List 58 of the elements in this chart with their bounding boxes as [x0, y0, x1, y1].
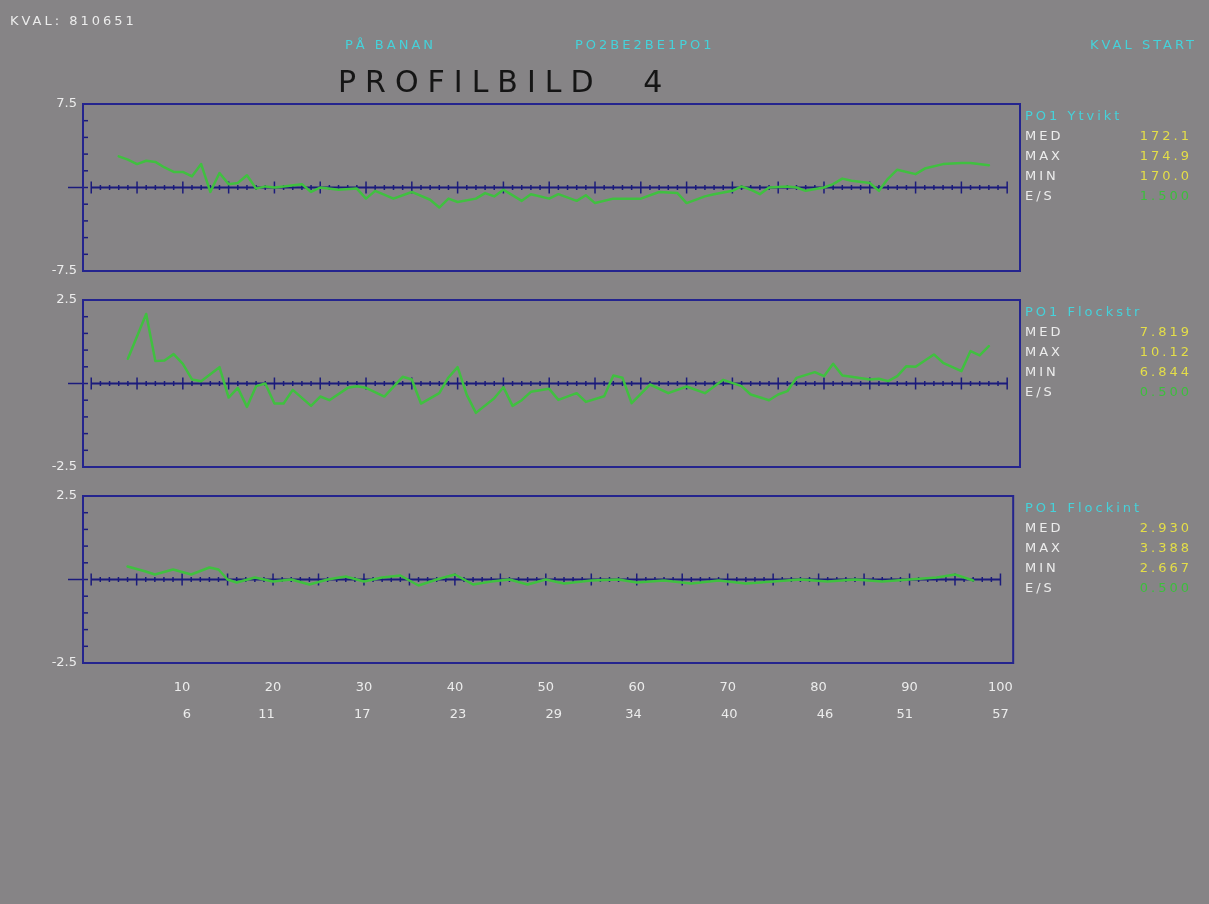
x2-tick-label: 11: [258, 706, 275, 722]
y-tick-label: 2.5: [56, 291, 77, 307]
text: 7.819: [1139, 324, 1192, 339]
x-tick-label: 80: [810, 679, 827, 695]
text: 170.0: [1139, 168, 1192, 183]
x2-tick-label: 17: [354, 706, 371, 722]
text: MAX: [1025, 148, 1064, 163]
text: KVAL START: [1090, 37, 1197, 52]
text: PO1 Flockstr: [1025, 304, 1143, 319]
text: MED: [1025, 128, 1064, 143]
text: MIN: [1025, 364, 1059, 379]
y-tick-label: -2.5: [51, 654, 77, 670]
x-tick-label: 10: [173, 679, 191, 695]
x-tick-label: 90: [901, 679, 918, 695]
y-tick-label: -7.5: [51, 262, 77, 278]
x2-tick-label: 51: [896, 706, 913, 722]
y-tick-label: 7.5: [56, 95, 77, 111]
x-tick-label: 40: [446, 679, 464, 695]
text: 0.500: [1139, 580, 1192, 595]
text: 3.388: [1139, 540, 1192, 555]
x2-tick-label: 46: [816, 706, 834, 722]
x-tick-label: 20: [264, 679, 282, 695]
x-tick-label: 70: [719, 679, 736, 695]
text: 172.1: [1139, 128, 1192, 143]
text: PO2BE2BE1PO1: [575, 37, 715, 52]
x2-tick-label: 6: [182, 706, 191, 722]
x-tick-label: 50: [537, 679, 555, 695]
text: PO1 Ytvikt: [1025, 108, 1123, 123]
text: 2.667: [1139, 560, 1192, 575]
text: 0.500: [1139, 384, 1192, 399]
text: PÅ BANAN: [345, 37, 437, 52]
x2-tick-label: 29: [545, 706, 563, 722]
text: MAX: [1025, 540, 1064, 555]
text: PROFILBILD 4: [338, 64, 672, 99]
text: 174.9: [1139, 148, 1192, 163]
text: MAX: [1025, 344, 1064, 359]
text: E/S: [1025, 188, 1055, 203]
x-tick-label: 60: [628, 679, 646, 695]
x2-tick-label: 23: [449, 706, 467, 722]
text: KVAL: 810651: [10, 13, 137, 28]
text: E/S: [1025, 580, 1055, 595]
y-tick-label: 2.5: [56, 487, 77, 503]
text: MIN: [1025, 168, 1059, 183]
text: 10.12: [1139, 344, 1192, 359]
x2-tick-label: 34: [625, 706, 642, 722]
x2-tick-label: 57: [992, 706, 1009, 722]
text: MED: [1025, 520, 1064, 535]
x-tick-label: 100: [988, 679, 1013, 695]
text: 1.500: [1139, 188, 1192, 203]
y-tick-label: -2.5: [51, 458, 77, 474]
x2-tick-label: 40: [720, 706, 738, 722]
text: MED: [1025, 324, 1064, 339]
text: 6.844: [1139, 364, 1192, 379]
x-tick-label: 30: [355, 679, 373, 695]
text: E/S: [1025, 384, 1055, 399]
text: 2.930: [1139, 520, 1192, 535]
text: MIN: [1025, 560, 1059, 575]
text: PO1 Flockint: [1025, 500, 1143, 515]
